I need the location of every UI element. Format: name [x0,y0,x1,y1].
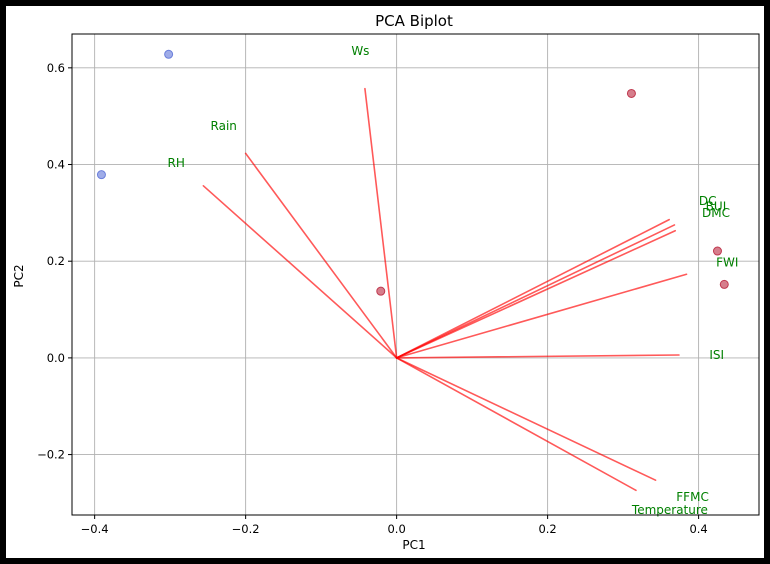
loading-vector-dmc [395,229,677,359]
x-tick-label: 0.0 [387,522,405,536]
score-point [164,49,174,59]
score-point [712,246,722,256]
x-tick-label: 0.4 [689,522,707,536]
loading-vector-bui [395,224,676,359]
y-tick-label: 0.2 [47,254,65,268]
y-tick-label: 0.4 [47,158,65,172]
loading-vector-ffmc [395,357,657,481]
score-points [96,49,729,296]
loading-vector-isi [395,354,680,359]
loading-label-temperature: Temperature [631,503,708,517]
loading-vector-rain [244,152,398,359]
y-axis-label: PC2 [12,264,26,287]
y-tick-label: 0.6 [47,61,65,75]
x-tick-label: 0.2 [538,522,556,536]
loading-label-dmc: DMC [702,206,730,220]
figure-frame: PCA Biplot Ws Rain RH DC BUI DMC FWI ISI FFMC Tem… [6,6,764,558]
chart-title: PCA Biplot [375,12,453,30]
loading-vector-rh [202,184,398,359]
loading-vector-ws [364,87,398,359]
y-tick-label: 0.0 [47,351,65,365]
score-point [626,88,636,98]
x-axis-label: PC1 [402,538,425,552]
axes-frame [71,33,760,516]
score-point [376,286,386,296]
loading-label-fwi: FWI [716,256,738,270]
loading-label-rh: RH [167,156,184,170]
y-tick-label: −0.2 [37,448,65,462]
loading-vectors [202,87,688,492]
loading-vector-temperature [395,357,637,492]
loading-vector-fwi [395,273,688,359]
score-point [96,170,106,180]
loading-label-ws: Ws [351,44,369,58]
loading-label-bui: BUI [706,200,727,214]
axis-ticks: −0.4 −0.2 0.0 0.2 0.4 −0.2 0.0 0.2 0.4 0.6 [37,61,708,536]
x-tick-label: −0.4 [81,522,109,536]
score-point [719,279,729,289]
loading-label-rain: Rain [211,119,237,133]
loading-vector-dc [395,218,670,359]
x-tick-label: −0.2 [232,522,260,536]
loading-label-dc: DC [699,194,717,208]
loading-label-isi: ISI [709,348,724,362]
grid-layer [72,34,759,515]
loading-label-ffmc: FFMC [676,490,709,504]
